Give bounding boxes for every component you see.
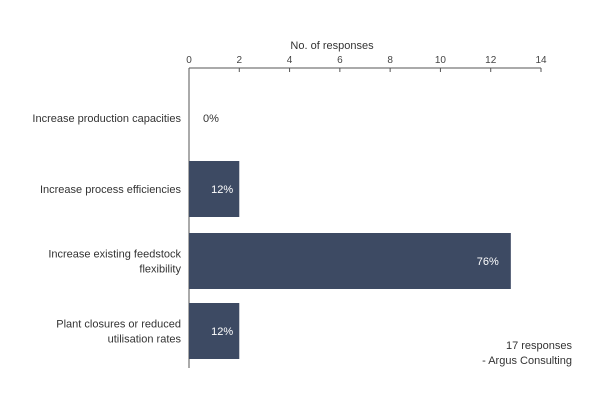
- category-label: Increase existing feedstock flexibility: [48, 249, 181, 276]
- x-axis: 0 2 4 6 8 10 12 14: [186, 55, 547, 72]
- source-note: 17 responses - Argus Consulting: [420, 339, 572, 369]
- x-axis-title: No. of responses: [290, 40, 374, 52]
- x-tick-label: 2: [237, 55, 243, 66]
- bars: [189, 161, 511, 359]
- data-label: 0%: [203, 113, 219, 125]
- x-tick-label: 10: [435, 55, 447, 66]
- x-tick-label: 12: [485, 55, 497, 66]
- category-labels: Increase production capacities Increase p…: [32, 113, 181, 346]
- source-credit: - Argus Consulting: [482, 355, 572, 367]
- data-label: 12%: [211, 184, 233, 196]
- data-label: 12%: [211, 326, 233, 338]
- x-tick-label: 14: [535, 55, 547, 66]
- x-tick-label: 0: [186, 55, 192, 66]
- bar: [189, 303, 240, 359]
- x-tick-label: 4: [287, 55, 293, 66]
- bar: [189, 233, 511, 289]
- responses-count: 17 responses: [505, 340, 572, 352]
- x-tick-label: 6: [337, 55, 343, 66]
- bar: [189, 161, 240, 217]
- category-label: Increase production capacities: [32, 113, 181, 125]
- x-tick-label: 8: [387, 55, 393, 66]
- category-label: Plant closures or reduced utilisation rat…: [56, 319, 181, 346]
- data-labels: 0% 12% 76% 12%: [203, 113, 499, 338]
- category-label: Increase process efficiencies: [40, 184, 182, 196]
- data-label: 76%: [477, 256, 499, 268]
